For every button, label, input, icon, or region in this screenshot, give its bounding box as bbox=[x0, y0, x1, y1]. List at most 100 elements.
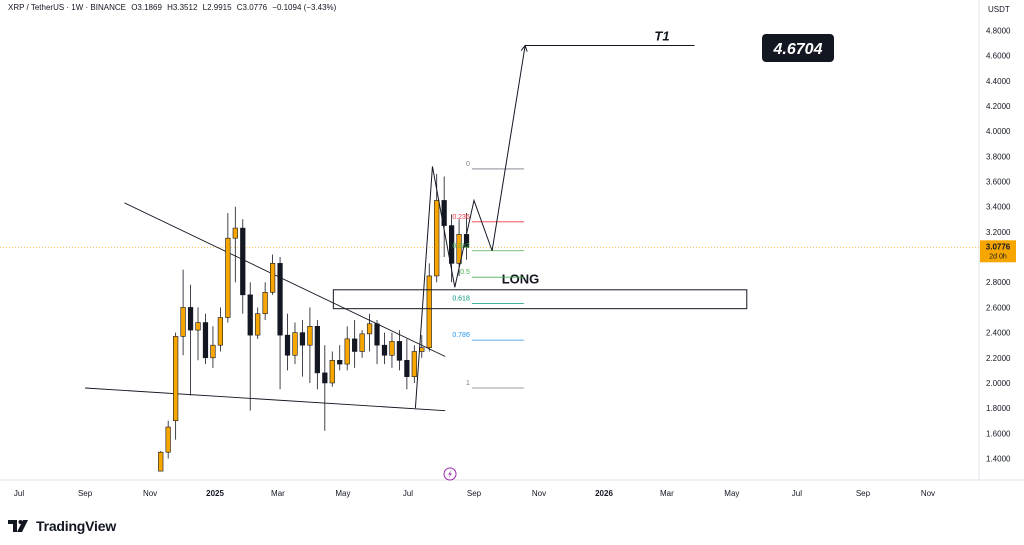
target-label: T1 bbox=[654, 29, 669, 44]
x-tick-label: Jul bbox=[792, 489, 802, 498]
tradingview-logo-text: TradingView bbox=[36, 518, 117, 534]
candle bbox=[262, 282, 268, 321]
y-tick-label: 1.8000 bbox=[986, 404, 1011, 413]
x-tick-label: Nov bbox=[532, 489, 546, 498]
candle bbox=[232, 206, 238, 283]
target-value-box bbox=[762, 34, 834, 62]
candle-body bbox=[426, 275, 432, 349]
y-tick-label: 3.8000 bbox=[986, 152, 1011, 161]
x-tick-label: Sep bbox=[856, 489, 871, 498]
candle bbox=[210, 326, 216, 368]
candle-body bbox=[232, 227, 238, 239]
candle bbox=[165, 420, 171, 459]
candle-body bbox=[344, 338, 350, 365]
candle-body bbox=[449, 225, 455, 264]
footer: TradingView bbox=[0, 505, 1024, 545]
candle bbox=[337, 345, 343, 371]
candle-body bbox=[210, 344, 216, 359]
candle-body bbox=[329, 359, 335, 384]
high-value: H3.3512 bbox=[167, 3, 198, 12]
y-tick-label: 2.4000 bbox=[986, 329, 1011, 338]
y-tick-label: 3.4000 bbox=[986, 203, 1011, 212]
candle bbox=[381, 332, 388, 365]
candle-body bbox=[374, 323, 380, 346]
fib-level-label: 0 bbox=[466, 161, 470, 168]
open-value: O3.1869 bbox=[131, 3, 162, 12]
candle-body bbox=[202, 322, 209, 359]
y-tick-label: 2.2000 bbox=[986, 354, 1011, 363]
x-tick-label: May bbox=[724, 489, 739, 498]
candle bbox=[366, 313, 373, 352]
candle-body bbox=[396, 341, 403, 361]
candle-body bbox=[419, 347, 425, 352]
fib-level-label: 0.382 bbox=[452, 243, 470, 250]
fib-level-label: 0.5 bbox=[460, 269, 470, 276]
long-zone-box bbox=[332, 289, 748, 310]
candle bbox=[217, 307, 224, 352]
candle bbox=[314, 320, 320, 390]
x-tick-label: Jul bbox=[403, 489, 413, 498]
change-value: −0.1094 (−3.43%) bbox=[272, 3, 337, 12]
chart-area[interactable]: 1.4000 1.6000 1.8000 2.0000 2.2000 2.4000 2.60… bbox=[0, 0, 1024, 505]
candle bbox=[299, 320, 306, 377]
x-tick-label: Sep bbox=[467, 489, 482, 498]
candle bbox=[277, 257, 283, 390]
price-chart[interactable]: 1.4000 1.6000 1.8000 2.0000 2.2000 2.4000 2.60… bbox=[0, 0, 1024, 505]
x-tick-label: Mar bbox=[660, 489, 674, 498]
candle-body bbox=[359, 333, 365, 352]
candle bbox=[292, 322, 298, 365]
candle bbox=[426, 263, 432, 352]
symbol-info[interactable]: XRP / TetherUS · 1W · BINANCE bbox=[8, 3, 126, 12]
candle bbox=[441, 176, 447, 258]
candle-body bbox=[269, 263, 276, 293]
candle-body bbox=[195, 322, 201, 331]
candle bbox=[396, 330, 403, 371]
candle bbox=[359, 330, 365, 358]
y-tick-label: 4.8000 bbox=[986, 26, 1011, 35]
tradingview-logo-icon bbox=[8, 520, 28, 532]
fib-level-label: 1 bbox=[466, 380, 470, 387]
tradingview-logo[interactable]: TradingView bbox=[8, 518, 116, 534]
candle bbox=[322, 345, 328, 431]
candle-body bbox=[284, 334, 291, 356]
fib-level-label: 0.786 bbox=[452, 332, 470, 339]
candle-body bbox=[217, 317, 224, 346]
x-tick-label: Nov bbox=[143, 489, 157, 498]
candle-body bbox=[180, 307, 186, 337]
candle bbox=[247, 282, 253, 411]
candle-body bbox=[441, 200, 447, 226]
candle-body bbox=[411, 351, 417, 377]
y-tick-label: 4.0000 bbox=[986, 127, 1011, 136]
y-tick-label: 4.2000 bbox=[986, 102, 1011, 111]
trendline-descending-resistance bbox=[124, 202, 446, 357]
low-value: L2.9915 bbox=[202, 3, 232, 12]
candle bbox=[352, 320, 358, 368]
candle-body bbox=[366, 323, 373, 335]
candle-body bbox=[165, 426, 171, 453]
candle bbox=[307, 307, 313, 383]
y-tick-label: 4.6000 bbox=[986, 52, 1011, 61]
candle-body bbox=[187, 307, 194, 331]
candle-body bbox=[337, 359, 343, 365]
candle-body bbox=[307, 326, 313, 346]
candle bbox=[173, 332, 179, 440]
candle-body bbox=[381, 344, 388, 356]
candle bbox=[240, 219, 246, 314]
symbol-header: XRP / TetherUS · 1W · BINANCE O3.1869 H3… bbox=[8, 3, 339, 12]
y-tick-label: 3.2000 bbox=[986, 228, 1011, 237]
candle-body bbox=[225, 237, 231, 318]
y-tick-label: 2.6000 bbox=[986, 303, 1011, 312]
candle bbox=[329, 351, 335, 387]
x-tick-label: May bbox=[335, 489, 350, 498]
candle-body bbox=[404, 359, 410, 377]
long-zone-label: LONG bbox=[502, 271, 540, 286]
candle bbox=[411, 345, 417, 383]
y-tick-label: 4.4000 bbox=[986, 77, 1011, 86]
x-tick-label: Sep bbox=[78, 489, 93, 498]
candle bbox=[195, 307, 201, 361]
candle-body bbox=[158, 451, 164, 472]
candle bbox=[404, 338, 410, 390]
candle bbox=[225, 212, 231, 323]
currency-label: USDT bbox=[988, 5, 1010, 14]
candle-body bbox=[389, 341, 395, 356]
